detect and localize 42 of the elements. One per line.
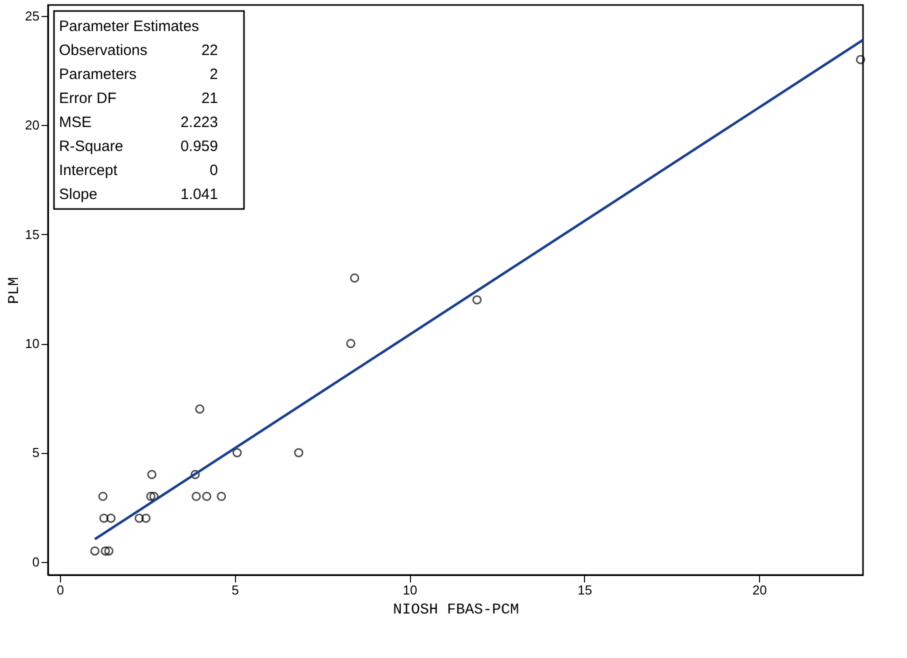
x-tick-label: 0 (56, 582, 64, 598)
text: R-Square 0.959 (59, 138, 218, 155)
point (472, 295, 482, 304)
y-tick-label: 25 (25, 8, 40, 24)
x-tick-label: 15 (578, 582, 592, 598)
point (104, 546, 114, 556)
x-tick-label: 5 (232, 582, 239, 598)
point (190, 470, 200, 480)
point (350, 273, 360, 283)
point (294, 448, 304, 458)
point (192, 492, 201, 501)
point (98, 492, 108, 501)
y-tick-label: 5 (32, 445, 40, 460)
y-tick-label: 20 (25, 118, 40, 133)
y-tick-label: 15 (25, 226, 40, 242)
x-axis-title: NIOSH FBAS-PCM (392, 602, 520, 618)
x-tick-label: 20 (752, 582, 767, 598)
point (216, 492, 226, 501)
point (346, 338, 356, 348)
text: Error DF 21 (59, 90, 218, 107)
y-axis-title: PLM (6, 276, 24, 304)
text: Slope 1.041 (59, 186, 218, 203)
point (90, 546, 100, 556)
annotation: Parameter Estimates (59, 18, 200, 35)
text: Parameters 2 (59, 66, 218, 83)
point (99, 514, 109, 523)
y-tick-label: 10 (25, 336, 40, 352)
point (106, 514, 116, 523)
text: Observations 22 (59, 42, 218, 59)
point (100, 546, 110, 556)
y-tick-label: 0 (32, 554, 40, 570)
point (134, 514, 144, 523)
point (146, 492, 156, 501)
point (195, 404, 204, 414)
point (202, 492, 212, 501)
x-tick-label: 10 (402, 582, 418, 598)
point (856, 54, 866, 64)
text: Intercept 0 (59, 162, 218, 179)
text: MSE 2.223 (59, 114, 218, 131)
point (141, 514, 151, 523)
point (147, 470, 156, 480)
point (232, 448, 242, 458)
